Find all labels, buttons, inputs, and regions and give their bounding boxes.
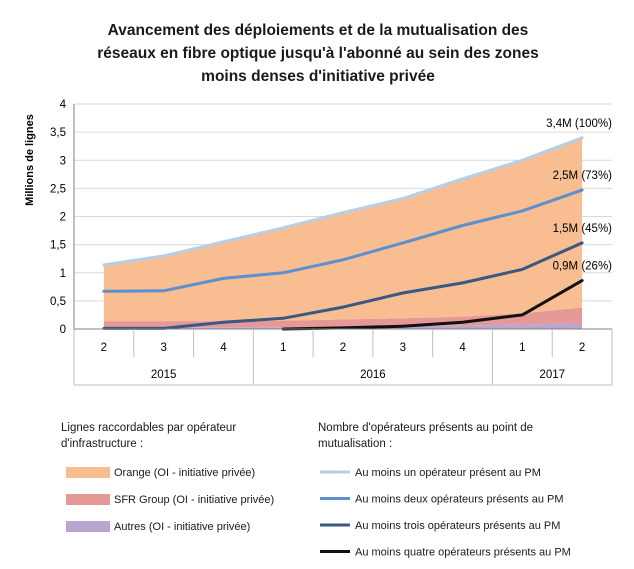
x-tick-label: 4 (220, 342, 227, 354)
legend-swatch (66, 494, 110, 505)
x-tick-label: 1 (519, 342, 525, 354)
legend: Lignes raccordables par opérateur d'infr… (61, 422, 571, 559)
area-autres (103, 323, 583, 329)
x-tick-label: 4 (459, 342, 466, 354)
legend-label: Orange (OI - initiative privée) (114, 467, 255, 479)
x-tick-label: 1 (280, 342, 286, 354)
data-annotations: 3,4M (100%) 2,5M (73%) 1,5M (45%) 0,9M (26%… (546, 118, 612, 273)
annotation-label: 0,9M (26%) (553, 261, 613, 273)
y-tick-label: 4 (60, 99, 67, 111)
annotation-label: 2,5M (73%) (553, 170, 613, 182)
year-label: 2016 (360, 369, 386, 381)
chart-title: Avancement des déploiements et de la mut… (97, 22, 538, 85)
legend-label: Au moins trois opérateurs présents au PM (355, 520, 560, 532)
legend-label: Au moins quatre opérateurs présents au P… (355, 547, 571, 559)
legend-label: Au moins deux opérateurs présents au PM (355, 494, 564, 506)
y-tick-label: 2 (60, 212, 66, 224)
x-tick-label: 2 (101, 342, 107, 354)
line-series (102, 136, 584, 331)
y-tick-label: 1,5 (50, 240, 66, 252)
series-line-3 (102, 241, 584, 330)
x-tick-label: 3 (160, 342, 166, 354)
y-tick-label: 3,5 (50, 127, 66, 139)
annotation-label: 1,5M (45%) (553, 223, 613, 235)
x-tick-label: 3 (400, 342, 406, 354)
y-tick-label: 2,5 (50, 183, 66, 195)
y-tick-label: 3 (60, 155, 66, 167)
legend-swatch (66, 467, 110, 478)
x-tick-label: 2 (340, 342, 346, 354)
y-tick-label: 0 (60, 324, 66, 336)
legend-areas-title-line-2: d'infrastructure : (61, 438, 143, 450)
series-line-4 (281, 279, 584, 331)
chart-title-line-1: Avancement des déploiements et de la mut… (108, 22, 529, 39)
chart-title-line-3: moins denses d'initiative privée (201, 68, 435, 85)
year-label: 2015 (151, 369, 177, 381)
series-line-2 (102, 188, 584, 293)
annotation-label: 3,4M (100%) (546, 118, 612, 130)
area-orange (103, 137, 583, 322)
year-label: 2017 (539, 369, 565, 381)
legend-areas-title-line-1: Lignes raccordables par opérateur (61, 422, 236, 434)
x-tick-label: 2 (579, 342, 585, 354)
chart-title-line-2: réseaux en fibre optique jusqu'à l'abonn… (97, 45, 538, 62)
y-tick-label: 1 (60, 268, 66, 280)
legend-label: Au moins un opérateur présent au PM (355, 467, 541, 479)
legend-lines-title-line-2: mutualisation : (318, 438, 392, 450)
y-tick-label: 0,5 (50, 296, 66, 308)
y-axis-label: Millions de lignes (24, 114, 36, 206)
legend-swatch (66, 521, 110, 532)
legend-lines-title-line-1: Nombre d'opérateurs présents au point de (318, 422, 533, 434)
axes: 2 3 4 1 2 3 4 1 2 2015 2016 2017 (73, 104, 613, 386)
area-series (103, 137, 583, 329)
legend-label: SFR Group (OI - initiative privée) (114, 494, 274, 506)
series-line-1 (102, 136, 584, 267)
legend-label: Autres (OI - initiative privée) (114, 521, 250, 533)
